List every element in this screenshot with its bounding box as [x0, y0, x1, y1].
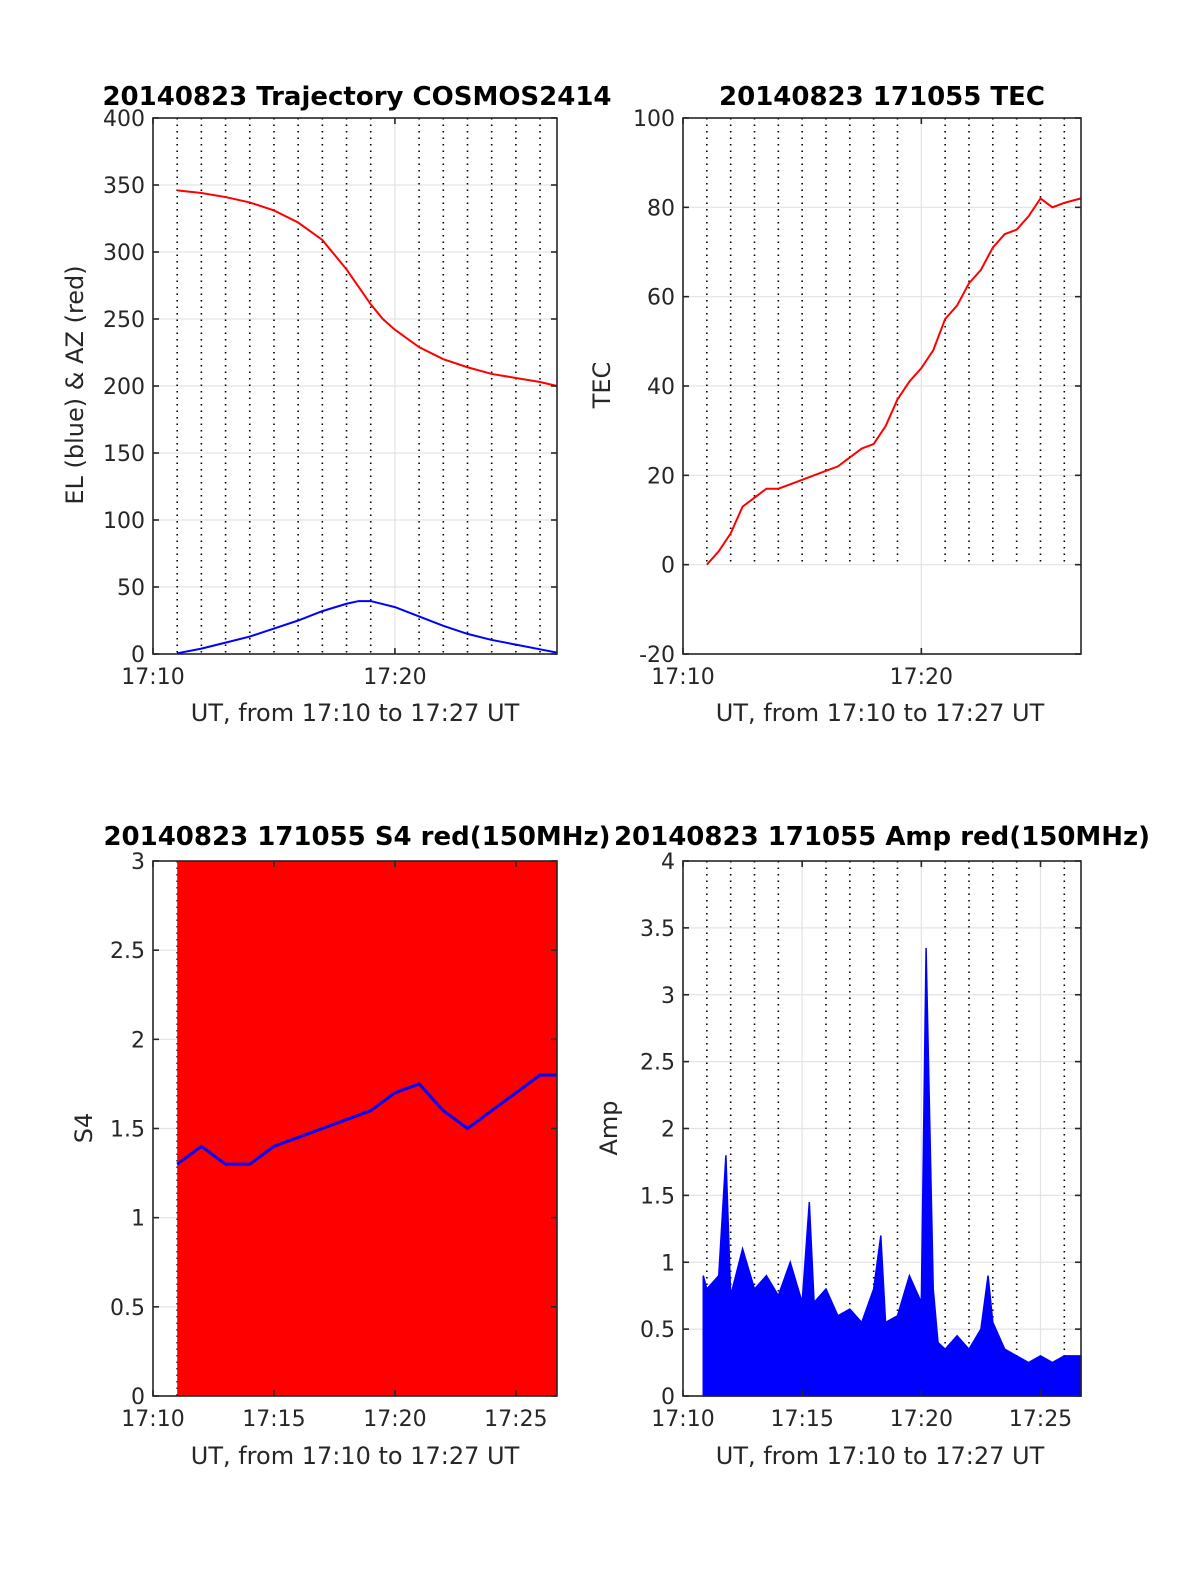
tec-x-axis-label: UT, from 17:10 to 17:27 UT [716, 699, 1045, 727]
s4-y-tick-label-0: 0 [131, 1385, 145, 1410]
tec-y-tick-label-4: 60 [647, 286, 675, 311]
traj-x-tick-label-1: 17:20 [363, 665, 426, 690]
traj-y-tick-label-8: 400 [103, 107, 145, 132]
tec-y-tick-label-3: 40 [647, 375, 675, 400]
s4-y-tick-label-2: 1 [131, 1207, 145, 1232]
amp-y-tick-label-6: 3 [661, 984, 675, 1009]
amp-x-tick-label-0: 17:10 [651, 1407, 714, 1432]
tec-plot-area: -20 0 20 40 60 80 100 17:10 17:20 [633, 107, 1082, 690]
traj-y-tick-label-2: 100 [103, 509, 145, 534]
trajectory-y-axis-label: EL (blue) & AZ (red) [61, 265, 89, 504]
tec-y-tick-label-2: 20 [647, 464, 675, 489]
panel-trajectory: 20140823 Trajectory COSMOS2414 0 50 100 150… [61, 82, 612, 727]
amp-x-tick-label-1: 17:15 [770, 1407, 833, 1432]
amp-plot-area: 0 0.5 1 1.5 2 2.5 3 3.5 4 17:10 17:15 17:20 17:25 [640, 850, 1082, 1432]
panel-tec: 20140823 171055 TEC -20 0 20 40 60 80 100 17:10… [588, 82, 1082, 727]
amp-chart-title: 20140823 171055 Amp red(150MHz) [614, 822, 1150, 852]
trajectory-chart-title: 20140823 Trajectory COSMOS2414 [102, 82, 611, 112]
s4-x-tick-label-1: 17:15 [242, 1407, 305, 1432]
amp-y-tick-label-3: 1.5 [640, 1184, 675, 1209]
s4-series-0 [177, 861, 557, 1396]
tec-y-tick-label-1: 0 [661, 554, 675, 579]
tec-chart-title: 20140823 171055 TEC [719, 82, 1045, 112]
traj-y-tick-label-1: 50 [117, 576, 145, 601]
amp-y-tick-label-7: 3.5 [640, 917, 675, 942]
traj-x-tick-label-0: 17:10 [121, 665, 184, 690]
amp-y-tick-label-0: 0 [661, 1385, 675, 1410]
s4-y-axis-label: S4 [70, 1113, 98, 1144]
s4-y-tick-label-3: 1.5 [110, 1118, 145, 1143]
amp-y-tick-label-1: 0.5 [640, 1318, 675, 1343]
tec-y-tick-label-6: 100 [633, 107, 675, 132]
traj-y-tick-label-4: 200 [103, 375, 145, 400]
traj-y-tick-label-3: 150 [103, 442, 145, 467]
s4-chart-title: 20140823 171055 S4 red(150MHz) [103, 822, 610, 852]
amp-y-axis-label: Amp [595, 1100, 623, 1155]
s4-x-axis-label: UT, from 17:10 to 17:27 UT [191, 1442, 520, 1470]
traj-series-0 [177, 189, 558, 387]
amp-y-tick-label-4: 2 [661, 1118, 675, 1143]
tec-x-tick-label-0: 17:10 [651, 665, 714, 690]
s4-series-1 [176, 1073, 557, 1166]
traj-y-tick-label-5: 250 [103, 308, 145, 333]
s4-y-tick-label-1: 0.5 [110, 1296, 145, 1321]
s4-x-tick-label-3: 17:25 [484, 1407, 547, 1432]
tec-series-0 [706, 196, 1082, 566]
traj-y-tick-label-6: 300 [103, 241, 145, 266]
trajectory-plot-area: 0 50 100 150 200 250 300 350 400 17:10 17:20 [103, 107, 558, 690]
s4-x-tick-label-0: 17:10 [121, 1407, 184, 1432]
s4-y-tick-label-4: 2 [131, 1028, 145, 1053]
tec-x-tick-label-1: 17:20 [890, 665, 953, 690]
amp-y-tick-label-2: 1 [661, 1251, 675, 1276]
tec-y-tick-label-0: -20 [639, 643, 675, 668]
amp-series-0 [702, 947, 1082, 1397]
panel-amp: 20140823 171055 Amp red(150MHz) 0 0.5 1 1.5… [595, 822, 1150, 1470]
panel-s4: 20140823 171055 S4 red(150MHz) 0 0.5 1 1.5 2… [70, 822, 611, 1470]
tec-y-tick-label-5: 80 [647, 196, 675, 221]
amp-x-axis-label: UT, from 17:10 to 17:27 UT [716, 1442, 1045, 1470]
trajectory-x-axis-label: UT, from 17:10 to 17:27 UT [191, 699, 520, 727]
s4-plot-area: 0 0.5 1 1.5 2 2.5 3 17:10 17:15 17:20 17:25 [110, 850, 558, 1432]
amp-y-tick-label-8: 4 [661, 850, 675, 875]
tec-y-axis-label: TEC [588, 362, 616, 410]
amp-x-tick-label-2: 17:20 [890, 1407, 953, 1432]
amp-y-tick-label-5: 2.5 [640, 1051, 675, 1076]
traj-y-tick-label-0: 0 [131, 643, 145, 668]
amp-x-tick-label-3: 17:25 [1009, 1407, 1072, 1432]
traj-series-1 [177, 600, 558, 655]
s4-y-tick-label-6: 3 [131, 850, 145, 875]
s4-x-tick-label-2: 17:20 [363, 1407, 426, 1432]
traj-y-tick-label-7: 350 [103, 174, 145, 199]
s4-y-tick-label-5: 2.5 [110, 939, 145, 964]
